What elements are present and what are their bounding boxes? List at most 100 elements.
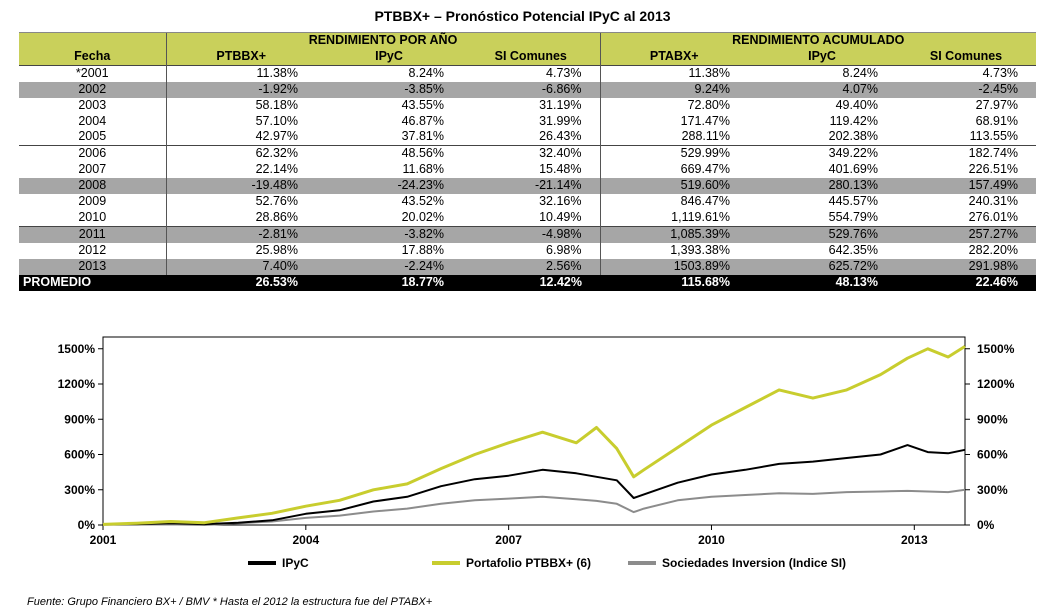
average-cell: 26.53% (166, 274, 316, 291)
table-row: 2006 62.32% 48.56% 32.40% 529.99% 349.22% 182.… (19, 145, 1037, 163)
column-header: SI Comunes (462, 48, 600, 66)
series-line (102, 444, 966, 526)
value-cell: 171.47% (599, 113, 748, 130)
value-cell: -1.92% (165, 81, 316, 98)
value-cell: 72.80% (599, 97, 748, 114)
series-line (102, 345, 966, 526)
year-cell: *2001 (19, 64, 166, 82)
year-cell: 2010 (78, 209, 107, 224)
year-cell: 2004 (78, 113, 107, 128)
x-tick-label: 2004 (292, 533, 319, 547)
value-cell: 57.10% (165, 113, 316, 130)
value-cell: 37.81% (401, 129, 444, 144)
y-tick-label-left: 300% (64, 483, 95, 497)
value-cell: 32.16% (539, 194, 582, 209)
column-header: IPyC (748, 48, 896, 66)
y-tick-label-right: 900% (977, 412, 1008, 426)
value-cell: 445.57% (828, 194, 878, 209)
value-cell: 288.11% (599, 129, 748, 146)
value-cell: 31.99% (539, 113, 582, 128)
year-cell: 2007 (78, 162, 107, 177)
y-tick-label-right: 600% (977, 448, 1008, 462)
value-cell: 26.43% (539, 129, 582, 144)
table-row: 2005 42.97% 37.81% 26.43% 288.11% 202.38% 113.… (19, 129, 1036, 146)
value-cell: 529.99% (599, 145, 748, 163)
value-cell: 28.86% (165, 209, 316, 227)
value-cell: 11.38% (165, 64, 316, 82)
y-tick-label-right: 0% (977, 518, 995, 532)
value-cell: 529.76% (748, 225, 896, 243)
x-tick-label: 2007 (495, 533, 522, 547)
value-cell: 1503.89% (599, 258, 748, 275)
table-row: 2013 7.40% -2.24% 2.56% 1503.89% 625.72% 291.9… (19, 258, 1037, 275)
year-cell: 2011 (19, 225, 166, 243)
value-cell: 11.38% (599, 64, 748, 82)
value-cell: 642.35% (828, 242, 878, 257)
value-cell: -2.24% (316, 258, 462, 275)
year-cell: 2002 (19, 81, 166, 98)
y-tick-label-left: 900% (64, 412, 95, 426)
x-tick-label: 2001 (90, 533, 117, 547)
value-cell: -24.23% (316, 178, 462, 195)
page-title: PTBBX+ – Pronóstico Potencial IPyC al 20… (374, 8, 671, 24)
value-cell: 240.31% (968, 194, 1019, 209)
column-header: SI Comunes (896, 48, 1037, 66)
x-tick-label: 2013 (901, 533, 928, 547)
y-tick-label-left: 600% (64, 448, 95, 462)
value-cell: 15.48% (539, 162, 582, 177)
plot-frame (102, 336, 966, 526)
value-cell: 4.73% (462, 64, 600, 82)
value-cell: 519.60% (599, 178, 748, 195)
value-cell: -4.98% (462, 225, 600, 243)
value-cell: 52.76% (165, 194, 316, 210)
value-cell: -19.48% (165, 178, 316, 195)
value-cell: 27.97% (975, 97, 1019, 112)
value-cell: -2.45% (896, 81, 1037, 98)
value-cell: 625.72% (748, 258, 896, 275)
value-cell: 20.02% (401, 209, 444, 224)
value-cell: -3.82% (316, 225, 462, 243)
value-cell: 257.27% (896, 225, 1037, 243)
table-row: 2007 22.14% 11.68% 15.48% 669.47% 401.69% 226.… (19, 162, 1036, 179)
performance-table: RENDIMIENTO POR AÑO RENDIMIENTO ACUMULAD… (19, 31, 1037, 291)
value-cell: 182.74% (896, 145, 1037, 163)
value-cell: 157.49% (896, 178, 1037, 195)
value-cell: 58.18% (165, 97, 316, 114)
value-cell: 669.47% (599, 162, 748, 179)
y-tick-label-left: 1500% (58, 342, 96, 356)
table-row: 2008 -19.48% -24.23% -21.14% 519.60% 280.13% 1… (19, 178, 1037, 195)
value-cell: 4.07% (748, 81, 896, 98)
value-cell: 25.98% (165, 242, 316, 259)
column-header: IPyC (316, 48, 462, 66)
y-tick-label-right: 1200% (977, 377, 1015, 391)
table-row: 2009 52.76% 43.52% 32.16% 846.47% 445.57% 240.… (19, 194, 1036, 210)
value-cell: 43.52% (401, 194, 444, 209)
year-cell: 2013 (19, 258, 166, 275)
year-cell: 2008 (19, 178, 166, 195)
value-cell: 280.13% (748, 178, 896, 195)
average-cell: 22.46% (896, 274, 1037, 291)
value-cell: 10.49% (539, 209, 582, 224)
group-header: RENDIMIENTO ACUMULADO (599, 31, 1037, 49)
value-cell: 401.69% (828, 162, 878, 177)
average-row: PROMEDIO 26.53% 18.77% 12.42% 115.68% 48.13% 2… (19, 274, 1037, 291)
table-row: 2002 -1.92% -3.85% -6.86% 9.24% 4.07% -2.45% (19, 81, 1037, 98)
average-cell: 12.42% (462, 274, 600, 291)
legend-label: IPyC (282, 556, 309, 570)
value-cell: 32.40% (462, 145, 600, 163)
value-cell: 48.56% (316, 145, 462, 163)
table-row: 2012 25.98% 17.88% 6.98% 1,393.38% 642.35% 282… (19, 242, 1036, 259)
value-cell: 276.01% (968, 209, 1019, 224)
value-cell: 17.88% (401, 242, 444, 257)
group-header: RENDIMIENTO POR AÑO (165, 31, 600, 49)
value-cell: 119.42% (829, 113, 878, 128)
table-row: 2011 -2.81% -3.82% -4.98% 1,085.39% 529.76% 25… (19, 225, 1037, 243)
y-tick-label-right: 1500% (977, 342, 1015, 356)
value-cell: 22.14% (165, 162, 316, 179)
value-cell: 6.98% (546, 242, 582, 257)
value-cell: 31.19% (539, 97, 582, 112)
value-cell: -2.81% (165, 225, 316, 243)
year-cell: 2009 (78, 194, 107, 209)
value-cell: 7.40% (165, 258, 316, 275)
column-header: Fecha (19, 48, 166, 66)
